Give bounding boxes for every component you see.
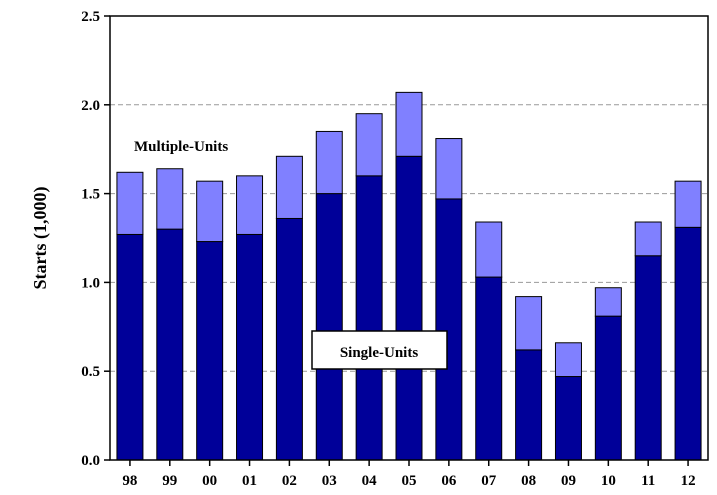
x-tick-label: 01 [242,473,257,489]
multiple-units-label: Multiple-Units [134,139,228,155]
bar-multiple-01 [236,175,264,235]
bar-single-07 [475,276,503,461]
x-tick-label: 05 [402,473,417,489]
bar-single-09 [554,376,582,461]
single-units-label: Single-Units [340,345,419,361]
y-tick-label: 1.5 [81,187,100,203]
bar-single-10 [594,315,622,461]
bar-multiple-09 [554,342,582,378]
y-tick-label: 1.0 [81,275,100,291]
bar-multiple-10 [594,287,622,317]
bar-multiple-00 [196,180,224,243]
x-tick-label: 98 [122,473,137,489]
single-units-label-box: Single-Units [311,330,448,370]
bar-multiple-12 [674,180,702,228]
bar-multiple-99 [156,168,184,230]
x-tick-label: 00 [202,473,217,489]
bar-multiple-98 [116,171,144,235]
bar-multiple-06 [435,138,463,200]
y-tick-label: 2.5 [81,9,100,25]
bar-single-04 [355,175,383,461]
x-tick-label: 10 [601,473,616,489]
bar-multiple-03 [315,130,343,195]
bar-multiple-04 [355,113,383,177]
bar-multiple-05 [395,91,423,157]
x-tick-label: 99 [162,473,177,489]
y-axis: 0.0 0.5 1.0 1.5 2.0 2.5 [81,9,110,469]
x-tick-label: 11 [641,473,655,489]
y-axis-title: Starts (1,000) [30,187,51,290]
x-tick-label: 02 [282,473,297,489]
bar-single-03 [315,193,343,461]
y-tick-label: 2.0 [81,98,100,114]
bar-multiple-07 [475,221,503,278]
bar-single-01 [236,233,264,461]
bar-single-08 [515,349,543,461]
bar-multiple-02 [275,155,303,219]
x-tick-label: 08 [521,473,536,489]
bar-single-02 [275,217,303,461]
bar-single-98 [116,233,144,461]
x-tick-label: 09 [561,473,576,489]
bar-multiple-11 [634,221,662,257]
y-tick-label: 0.0 [81,453,100,469]
bar-single-12 [674,226,702,461]
x-tick-label: 04 [362,473,378,489]
x-tick-label: 12 [681,473,696,489]
y-tick-label: 0.5 [81,364,100,380]
bar-single-11 [634,255,662,461]
x-axis: 98 99 00 01 02 03 04 05 06 07 08 09 10 11 12 [122,460,696,489]
x-tick-label: 07 [481,473,497,489]
bar-single-05 [395,155,423,461]
x-tick-label: 03 [322,473,337,489]
bar-single-99 [156,228,184,461]
bar-single-00 [196,241,224,461]
bars [116,91,702,461]
bar-multiple-08 [515,296,543,351]
bar-single-06 [435,198,463,461]
x-tick-label: 06 [441,473,457,489]
